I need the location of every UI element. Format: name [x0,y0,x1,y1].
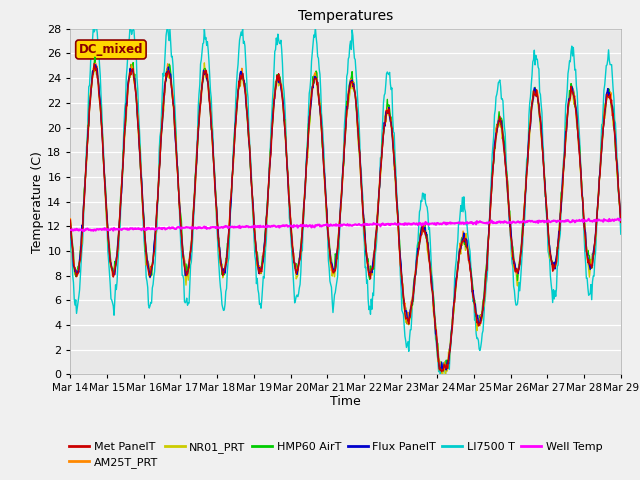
X-axis label: Time: Time [330,395,361,408]
Legend: Met PanelT, AM25T_PRT, NR01_PRT, HMP60 AirT, Flux PanelT, LI7500 T, Well Temp: Met PanelT, AM25T_PRT, NR01_PRT, HMP60 A… [65,437,607,472]
Y-axis label: Temperature (C): Temperature (C) [31,151,44,252]
Text: DC_mixed: DC_mixed [79,43,143,56]
Title: Temperatures: Temperatures [298,10,393,24]
